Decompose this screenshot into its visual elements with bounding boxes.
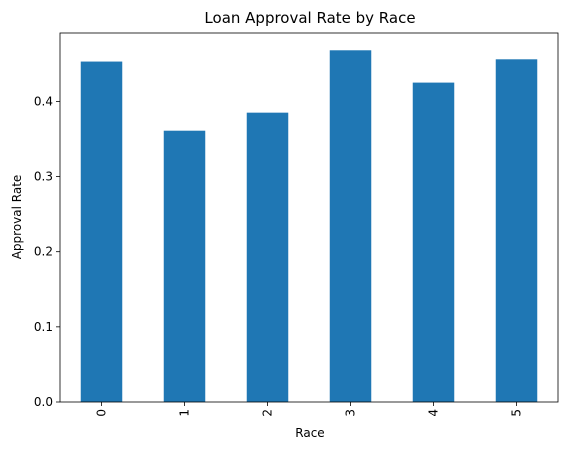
x-axis-label: Race (295, 426, 324, 440)
bar-race-0 (80, 61, 123, 402)
bar-race-1 (163, 130, 206, 402)
y-tick-label: 0.2 (34, 245, 53, 259)
bar-race-5 (495, 59, 538, 402)
x-tick-label: 3 (344, 409, 358, 417)
x-tick-label: 2 (261, 409, 275, 417)
y-tick-label: 0.4 (34, 94, 53, 108)
y-tick-label: 0.0 (34, 395, 53, 409)
bar-race-2 (246, 112, 289, 402)
x-axis-ticks: 0 1 2 3 4 5 (95, 402, 524, 417)
plot-frame (59, 32, 559, 403)
x-tick-label: 0 (95, 409, 109, 417)
x-tick-label: 4 (427, 409, 441, 417)
bar-series (80, 50, 538, 403)
bar-race-4 (412, 82, 455, 402)
y-tick-label: 0.1 (34, 320, 53, 334)
x-tick-label: 1 (178, 409, 192, 417)
bar-race-3 (329, 50, 372, 403)
y-axis-ticks: 0.0 0.1 0.2 0.3 0.4 (34, 94, 60, 409)
chart-title: Loan Approval Rate by Race (204, 9, 415, 27)
x-tick-label: 5 (510, 409, 524, 417)
y-axis-label: Approval Rate (10, 175, 24, 260)
y-tick-label: 0.3 (34, 170, 53, 184)
